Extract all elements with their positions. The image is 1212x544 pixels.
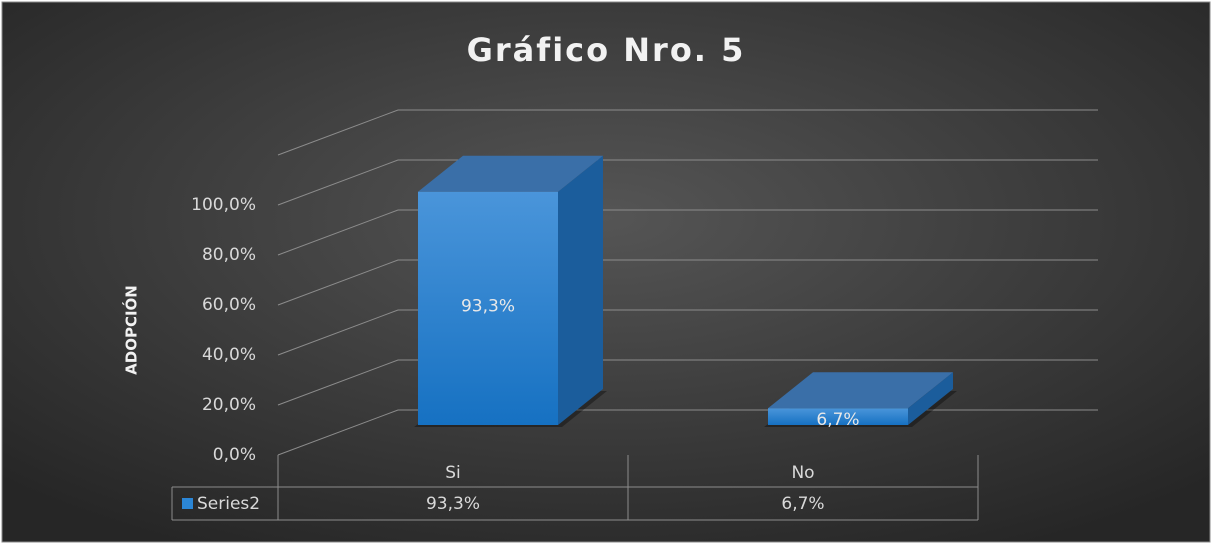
grid-line bbox=[277, 209, 1098, 256]
grid-line bbox=[277, 109, 1098, 156]
grid-line bbox=[277, 159, 1098, 206]
y-tick-label: 80,0% bbox=[202, 245, 256, 265]
bar-top bbox=[768, 372, 953, 409]
data-label: 6,7% bbox=[816, 410, 859, 430]
y-tick-label: 60,0% bbox=[202, 295, 256, 315]
bar bbox=[768, 408, 908, 425]
x-tick-label: Si bbox=[445, 463, 461, 483]
y-axis-label: ADOPCIÓN bbox=[122, 285, 141, 375]
bar-top bbox=[418, 155, 603, 192]
grid-line bbox=[277, 359, 1098, 406]
chart-title: Gráfico Nro. 5 bbox=[467, 31, 746, 69]
grid-line bbox=[277, 259, 1098, 306]
y-tick-label: 20,0% bbox=[202, 395, 256, 415]
bar-side bbox=[558, 155, 603, 425]
y-tick-label: 40,0% bbox=[202, 345, 256, 365]
table-value: 6,7% bbox=[781, 494, 824, 514]
bar bbox=[418, 191, 558, 425]
data-label: 93,3% bbox=[461, 296, 515, 316]
y-tick-label: 0,0% bbox=[213, 445, 256, 465]
grid-line bbox=[277, 309, 1098, 356]
table-value: 93,3% bbox=[426, 494, 480, 514]
legend-swatch bbox=[182, 498, 193, 509]
x-tick-label: No bbox=[791, 463, 814, 483]
legend-label: Series2 bbox=[197, 494, 260, 514]
y-tick-label: 100,0% bbox=[191, 195, 256, 215]
bar-side bbox=[908, 372, 953, 425]
